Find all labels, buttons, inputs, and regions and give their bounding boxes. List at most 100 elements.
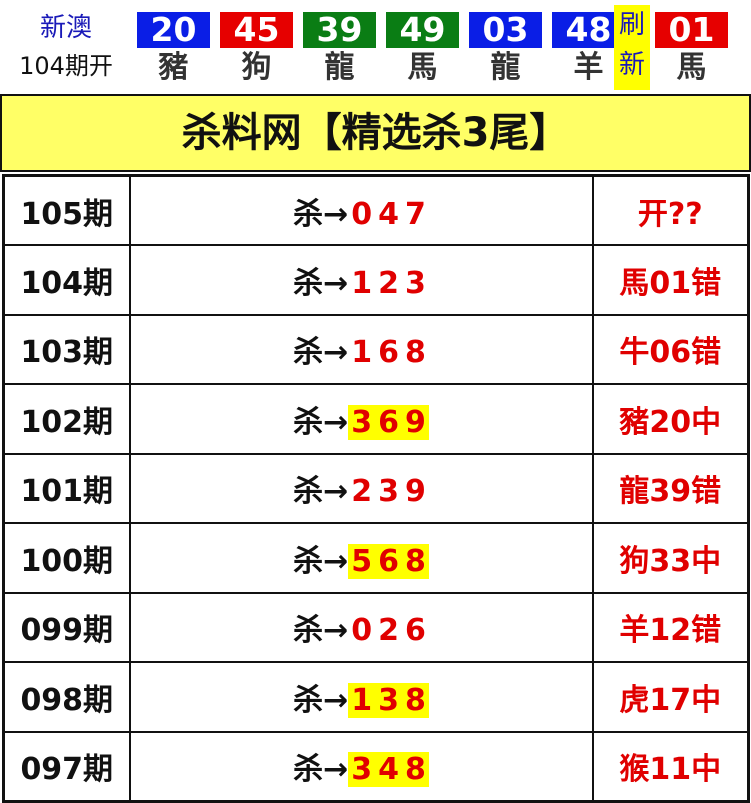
period-cell: 098期 — [2, 661, 131, 733]
kill-digit: 0 — [351, 196, 373, 232]
prediction-table: 105期 杀→ 0 4 7 开?? 104期 杀→ 1 2 3 馬01错 103期 杀→ 1 6 8 牛06错 10… — [2, 174, 750, 803]
table-row: 099期 杀→ 0 2 6 羊12错 — [2, 591, 750, 663]
kill-prefix: 杀→ — [293, 404, 349, 440]
kill-digit: 3 — [405, 265, 426, 301]
period-cell: 097期 — [2, 730, 131, 802]
kill-digit: 3 — [378, 474, 399, 510]
kill-digit: 6 — [375, 404, 402, 440]
page-title: 杀料网【精选杀3尾】 — [0, 94, 751, 172]
ball-zodiac: 狗 — [241, 50, 272, 85]
kill-digit: 8 — [405, 335, 426, 371]
table-row: 102期 杀→ 3 6 9 豬20中 — [2, 383, 750, 455]
draw-results-bar: 新澳 104期开 20 豬 45 狗 39 龍 49 馬 03 龍 48 羊 01 馬 刷 新 — [0, 0, 751, 92]
lottery-name: 新澳 — [39, 13, 92, 43]
result-cell: 牛06错 — [591, 313, 750, 385]
kill-prefix: 杀→ — [293, 682, 349, 718]
result-cell: 开?? — [591, 174, 750, 246]
kill-cell: 杀→ 1 2 3 — [128, 244, 594, 316]
kill-digit: 6 — [378, 335, 399, 371]
result-ball: 39 龍 — [303, 12, 376, 88]
ball-number: 20 — [137, 12, 210, 48]
table-row: 105期 杀→ 0 4 7 开?? — [2, 174, 750, 246]
kill-prefix: 杀→ — [293, 335, 349, 371]
kill-digit: 8 — [402, 543, 429, 579]
kill-cell: 杀→ 0 2 6 — [128, 591, 594, 663]
result-cell: 豬20中 — [591, 383, 750, 455]
period-cell: 101期 — [2, 452, 131, 524]
kill-digit: 8 — [402, 752, 429, 787]
table-row: 101期 杀→ 2 3 9 龍39错 — [2, 452, 750, 524]
kill-prefix: 杀→ — [293, 752, 349, 787]
result-cell: 狗33中 — [591, 522, 750, 594]
refresh-button[interactable]: 刷 新 — [614, 5, 650, 90]
ball-number: 03 — [469, 12, 542, 48]
result-cell: 猴11中 — [591, 730, 750, 802]
kill-cell: 杀→ 5 6 8 — [128, 522, 594, 594]
ball-number: 39 — [303, 12, 376, 48]
kill-digit: 4 — [375, 752, 402, 787]
ball-zodiac: 豬 — [158, 50, 189, 85]
kill-prefix: 杀→ — [293, 196, 349, 232]
kill-cell: 杀→ 3 4 8 — [128, 730, 594, 802]
result-ball: 45 狗 — [220, 12, 293, 88]
ball-zodiac: 馬 — [407, 50, 438, 85]
refresh-label-2: 新 — [618, 50, 645, 80]
kill-digit: 6 — [375, 543, 402, 579]
result-ball: 20 豬 — [137, 12, 210, 88]
period-cell: 105期 — [2, 174, 131, 246]
draw-label: 新澳 104期开 — [0, 8, 132, 84]
kill-cell: 杀→ 2 3 9 — [128, 452, 594, 524]
kill-digit: 0 — [351, 613, 373, 649]
kill-prefix: 杀→ — [293, 613, 349, 649]
result-cell: 馬01错 — [591, 244, 750, 316]
ball-number: 48 — [552, 12, 625, 48]
result-cell: 虎17中 — [591, 661, 750, 733]
table-row: 098期 杀→ 1 3 8 虎17中 — [2, 661, 750, 733]
result-ball: 03 龍 — [469, 12, 542, 88]
kill-prefix: 杀→ — [293, 474, 349, 510]
table-row: 097期 杀→ 3 4 8 猴11中 — [2, 730, 750, 802]
kill-cell: 杀→ 1 3 8 — [128, 661, 594, 733]
kill-digit: 5 — [348, 543, 376, 579]
period-cell: 102期 — [2, 383, 131, 455]
result-cell: 龍39错 — [591, 452, 750, 524]
kill-digit: 2 — [378, 613, 399, 649]
result-cell: 羊12错 — [591, 591, 750, 663]
kill-digit: 8 — [402, 682, 429, 718]
kill-digit: 3 — [348, 404, 376, 440]
ball-number: 01 — [655, 12, 728, 48]
kill-digit: 1 — [348, 682, 376, 718]
kill-digit: 1 — [351, 265, 373, 301]
refresh-label-1: 刷 — [618, 10, 645, 40]
kill-cell: 杀→ 3 6 9 — [128, 383, 594, 455]
period-cell: 099期 — [2, 591, 131, 663]
kill-cell: 杀→ 1 6 8 — [128, 313, 594, 385]
period-cell: 103期 — [2, 313, 131, 385]
kill-digit: 7 — [405, 196, 426, 232]
table-row: 104期 杀→ 1 2 3 馬01错 — [2, 244, 750, 316]
kill-digit: 3 — [348, 752, 376, 787]
ball-zodiac: 馬 — [676, 50, 707, 85]
kill-digit: 2 — [378, 265, 399, 301]
result-ball: 01 馬 — [655, 12, 728, 88]
period-cell: 104期 — [2, 244, 131, 316]
kill-cell: 杀→ 0 4 7 — [128, 174, 594, 246]
result-ball: 48 羊 — [552, 12, 625, 88]
kill-prefix: 杀→ — [293, 265, 349, 301]
kill-digit: 1 — [351, 335, 373, 371]
ball-zodiac: 龍 — [490, 50, 521, 85]
ball-zodiac: 龍 — [324, 50, 355, 85]
kill-digit: 4 — [378, 196, 399, 232]
kill-digit: 3 — [375, 682, 402, 718]
ball-number: 45 — [220, 12, 293, 48]
table-row: 100期 杀→ 5 6 8 狗33中 — [2, 522, 750, 594]
period-cell: 100期 — [2, 522, 131, 594]
kill-digit: 9 — [405, 474, 426, 510]
ball-zodiac: 羊 — [573, 50, 604, 85]
draw-period: 104期开 — [19, 52, 113, 80]
table-row: 103期 杀→ 1 6 8 牛06错 — [2, 313, 750, 385]
kill-digit: 2 — [351, 474, 373, 510]
result-ball: 49 馬 — [386, 12, 459, 88]
kill-digit: 9 — [402, 404, 429, 440]
kill-prefix: 杀→ — [293, 543, 349, 579]
